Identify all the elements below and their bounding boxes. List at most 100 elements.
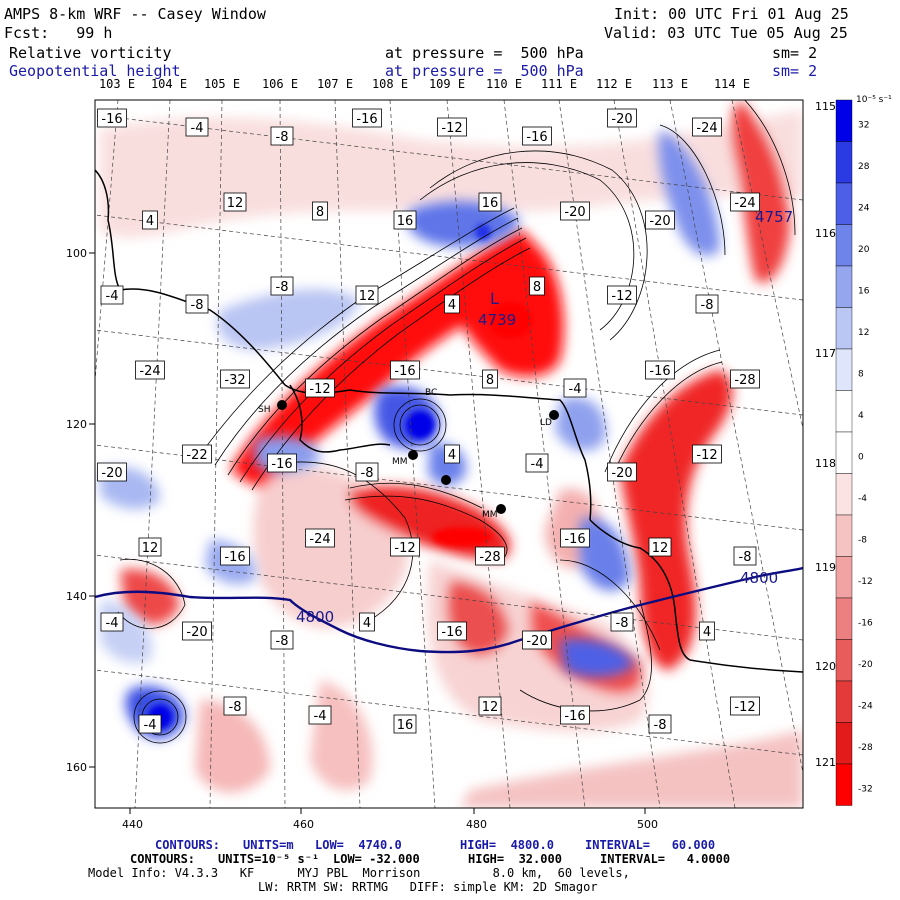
vorticity-label: 8 bbox=[533, 280, 541, 295]
negative-vorticity-band bbox=[730, 100, 790, 283]
vorticity-box-labels: -16 -4 -8 -16 -12 -16 -20 -24 4 12 8 16 16 -20 -20 -24 -… bbox=[97, 108, 760, 734]
vorticity-label-box bbox=[305, 378, 335, 398]
vorticity-contour bbox=[133, 690, 187, 744]
positive-vorticity-region bbox=[658, 130, 720, 256]
vorticity-label: -12 bbox=[611, 289, 632, 304]
y-tick-label: 140 bbox=[66, 590, 87, 603]
vorticity-label-box bbox=[185, 117, 209, 137]
vorticity-label: -16 bbox=[564, 532, 585, 547]
colorbar-swatch bbox=[835, 307, 853, 350]
colorbar-swatch bbox=[835, 182, 853, 225]
vorticity-label-box bbox=[359, 612, 375, 632]
height-contour-low: LOW= 4740.0 bbox=[315, 838, 402, 852]
x-tick-label: 460 bbox=[293, 818, 314, 831]
vorticity-label-box bbox=[393, 714, 417, 734]
vorticity-label-box bbox=[270, 276, 294, 296]
vorticity-label-box bbox=[607, 285, 637, 305]
forecast-hour: Fcst: 99 h bbox=[4, 24, 113, 42]
vorticity-label-box bbox=[223, 696, 247, 716]
vorticity-label-box bbox=[305, 528, 335, 548]
height-contour-label: 4800 bbox=[740, 569, 778, 587]
vorticity-label-box bbox=[699, 621, 715, 641]
vorticity-cores bbox=[148, 224, 532, 729]
vorticity-label-box bbox=[478, 192, 502, 212]
vorticity-label: -24 bbox=[734, 196, 755, 211]
field1-name: Relative vorticity bbox=[9, 44, 172, 62]
colorbar-tick-label: -8 bbox=[858, 536, 867, 546]
vorticity-label-box bbox=[138, 537, 162, 557]
longitude-label: 103 E bbox=[98, 77, 136, 91]
negative-vorticity-core bbox=[488, 302, 532, 338]
vorticity-label-box bbox=[97, 108, 127, 128]
vorticity-contour bbox=[117, 558, 186, 629]
colorbar: 32 28 24 20 16 12 8 4 0 -4 -8 -12 -16 -20 -24 -28 -32 bbox=[835, 99, 873, 806]
vorticity-label-box bbox=[100, 285, 124, 305]
colorbar-tick-label: 32 bbox=[858, 121, 869, 131]
vorticity-label-box bbox=[308, 705, 332, 725]
vorticity-label: -8 bbox=[361, 466, 374, 481]
vorticity-label-box bbox=[607, 108, 637, 128]
vorticity-label-box bbox=[692, 444, 722, 464]
coastline-path bbox=[289, 384, 391, 453]
vorticity-label-box bbox=[182, 444, 212, 464]
vorticity-contour-low: LOW= -32.000 bbox=[333, 852, 420, 866]
vorticity-label-box bbox=[220, 546, 250, 566]
vorticity-label-box bbox=[525, 453, 549, 473]
vorticity-contour bbox=[214, 217, 519, 466]
vorticity-label: -4 bbox=[106, 289, 119, 304]
vorticity-contour-high: HIGH= 32.000 bbox=[468, 852, 562, 866]
colorbar-tick-label: -32 bbox=[858, 785, 873, 795]
vorticity-label-box bbox=[563, 378, 587, 398]
vorticity-label-box bbox=[645, 210, 675, 230]
valid-time: Valid: 03 UTC Tue 05 Aug 25 bbox=[604, 24, 848, 42]
low-marker: L bbox=[490, 289, 499, 308]
graticule bbox=[95, 100, 803, 808]
vorticity-label-box bbox=[97, 462, 127, 482]
vorticity-label: -8 bbox=[276, 280, 289, 295]
vorticity-label-box bbox=[695, 294, 719, 314]
positive-vorticity-region bbox=[217, 289, 360, 350]
vorticity-label-box bbox=[730, 192, 760, 212]
station-label: LD bbox=[540, 418, 552, 428]
meridian-line bbox=[279, 100, 286, 808]
colorbar-tick-label: -28 bbox=[858, 743, 873, 753]
vorticity-contour bbox=[349, 482, 483, 509]
station-label: SH bbox=[258, 405, 270, 415]
axis-ticks: 440 460 480 500 100 120 140 160 bbox=[66, 247, 658, 831]
vorticity-label: -8 bbox=[701, 298, 714, 313]
vorticity-label-box bbox=[475, 546, 505, 566]
vorticity-contour-units: UNITS=10⁻⁵ s⁻¹ bbox=[218, 852, 320, 866]
vorticity-label-box bbox=[312, 201, 328, 221]
colorbar-swatch bbox=[835, 390, 853, 433]
vorticity-label: -12 bbox=[734, 700, 755, 715]
meridian-line bbox=[669, 100, 803, 775]
longitude-label: 110 E bbox=[485, 77, 523, 91]
vorticity-label: 16 bbox=[482, 196, 499, 211]
positive-vorticity-region bbox=[406, 201, 520, 247]
vorticity-label-box bbox=[733, 546, 757, 566]
colorbar-tick-label: -4 bbox=[858, 494, 867, 504]
colorbar-tick-label: 12 bbox=[858, 328, 869, 338]
vorticity-label: -24 bbox=[139, 364, 160, 379]
vorticity-label: -12 bbox=[394, 541, 415, 556]
vorticity-contour bbox=[227, 227, 523, 476]
vorticity-label: -8 bbox=[191, 298, 204, 313]
vorticity-label: -20 bbox=[564, 205, 585, 220]
vorticity-label: 12 bbox=[652, 541, 669, 556]
vorticity-label-box bbox=[522, 126, 552, 146]
vorticity-label-box bbox=[607, 462, 637, 482]
y-tick-label: 100 bbox=[66, 247, 87, 260]
vorticity-label: 4 bbox=[703, 625, 711, 640]
vorticity-label: 12 bbox=[482, 700, 499, 715]
station-label: MM bbox=[482, 510, 498, 520]
vorticity-contour bbox=[614, 361, 723, 471]
vorticity-label: 12 bbox=[142, 541, 159, 556]
negative-vorticity-region bbox=[460, 730, 803, 808]
vorticity-label: 16 bbox=[397, 718, 414, 733]
x-tick-label: 440 bbox=[122, 818, 143, 831]
colorbar-swatch bbox=[835, 265, 853, 308]
plot-frame bbox=[94, 99, 804, 809]
vorticity-contour bbox=[251, 247, 531, 491]
colorbar-swatch bbox=[835, 431, 853, 474]
